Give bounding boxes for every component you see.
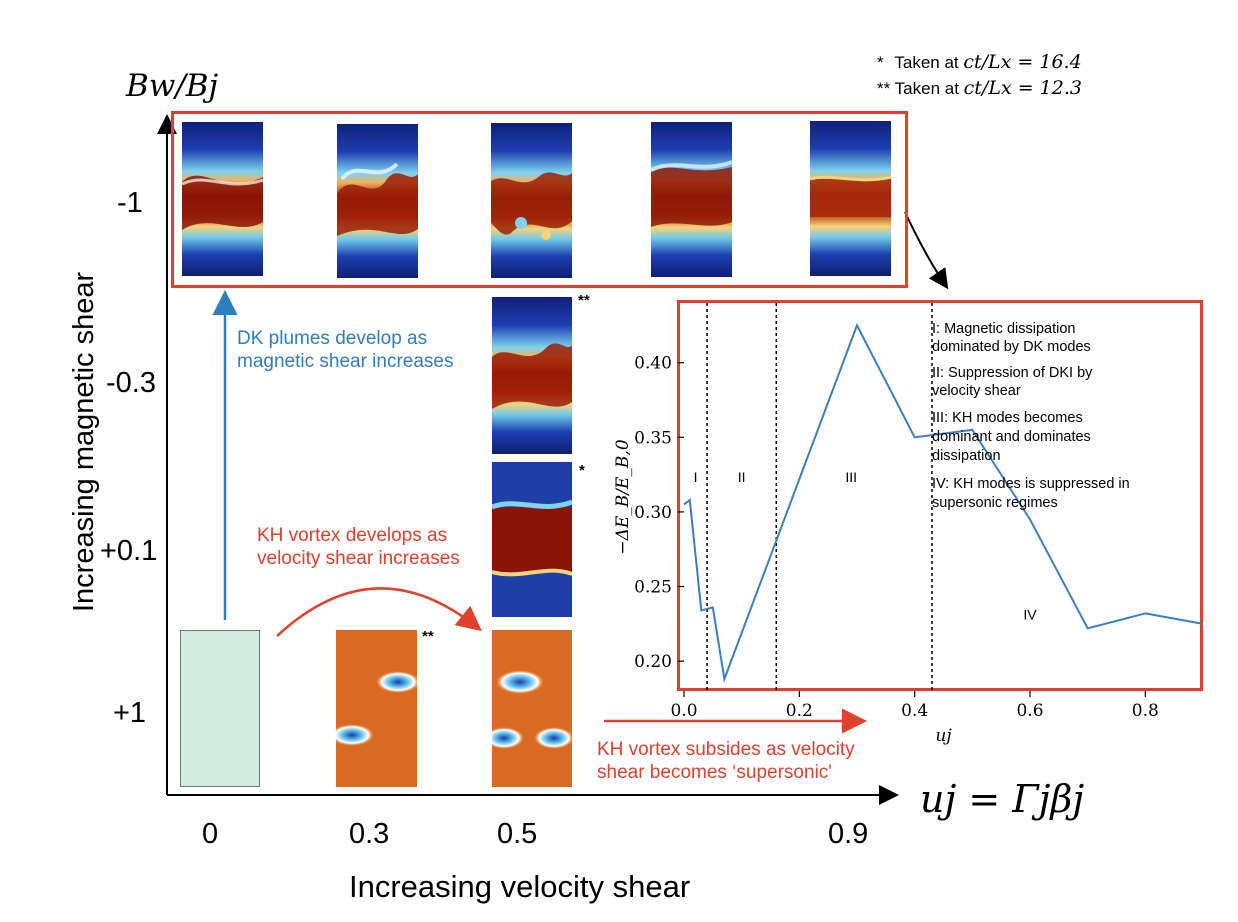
region-label: III — [845, 469, 857, 485]
x-tick-label: 0.4 — [901, 701, 928, 721]
y-tick-label: 0.20 — [634, 652, 672, 672]
region-label: I — [694, 469, 698, 485]
x-tick-label: 0.2 — [786, 701, 813, 721]
dk-plumes-line: magnetic shear increases — [237, 351, 454, 372]
note-math: ct/Lx = 12.3 — [963, 77, 1082, 99]
regime-description-line: III: KH modes becomes — [932, 410, 1083, 426]
regime-description-line: velocity shear — [932, 383, 1021, 399]
y-tick: +1 — [113, 697, 147, 729]
y-tick-label: 0.25 — [634, 578, 672, 598]
kh-subsides-line: shear becomes ‘supersonic' — [597, 762, 832, 783]
kh-subsides-line: KH vortex subsides as velocity — [597, 739, 855, 760]
kh-develops-arrow — [276, 587, 482, 637]
x-tick: 0 — [202, 818, 219, 850]
top-row-frame — [171, 111, 908, 288]
x-axis-label: uj — [935, 726, 952, 746]
note-single-star: * Taken at ct/Lx = 16.4 — [877, 50, 1082, 75]
region-label: II — [738, 469, 746, 485]
dk-plumes-note: DK plumes develop as magnetic shear incr… — [237, 327, 454, 373]
sim-panel-bottom-1 — [336, 630, 417, 787]
regime-description-line: IV: KH modes is suppressed in — [932, 476, 1130, 492]
sim-panel-mid-1 — [492, 462, 572, 617]
series-line — [683, 322, 1204, 683]
regime-description-line: dominated by DK modes — [932, 339, 1091, 355]
panel-star-double: ** — [422, 628, 434, 645]
x-tick-label: 0.6 — [1016, 701, 1043, 721]
note-star: * — [877, 53, 884, 72]
panel-star-double: ** — [578, 292, 590, 309]
note-text: Taken at — [894, 79, 959, 98]
inset-frame — [677, 300, 1203, 691]
y-tick-label: 0.40 — [634, 354, 672, 374]
y-tick: +0.1 — [100, 535, 158, 567]
y-tick: -0.3 — [106, 367, 156, 399]
kh-develops-line: KH vortex develops as — [257, 525, 448, 546]
x-tick: 0.9 — [828, 818, 869, 850]
regime-description-line: dissipation — [932, 448, 1001, 464]
sim-panel-mid-0 — [492, 297, 572, 454]
dk-plumes-line: DK plumes develop as — [237, 328, 428, 349]
x-axis-title: Increasing velocity shear — [349, 869, 691, 904]
x-tick-label: 0.0 — [670, 701, 697, 721]
y-axis-title: Increasing magnetic shear — [68, 271, 100, 612]
kh-subsides-note: KH vortex subsides as velocity shear bec… — [597, 738, 855, 784]
y-tick-label: 0.35 — [634, 428, 672, 448]
regime-description-line: dominant and dominates — [932, 429, 1091, 445]
y-axis-math-label: Bw/Bj — [126, 68, 219, 104]
x-tick: 0.3 — [349, 818, 390, 850]
sim-panel-top-1 — [337, 124, 418, 278]
kh-develops-line: velocity shear increases — [257, 548, 460, 569]
y-tick-label: 0.30 — [634, 503, 672, 523]
note-double-star: ** Taken at ct/Lx = 12.3 — [877, 76, 1082, 101]
kh-develops-note: KH vortex develops as velocity shear inc… — [257, 524, 460, 570]
x-tick: 0.5 — [497, 818, 538, 850]
inset-chart: 0.0 0.2 0.4 0.6 0.8 0.20 0.25 0.30 0.35 0.40 uj −ΔE… — [613, 303, 1204, 746]
x-tick-label: 0.8 — [1132, 701, 1159, 721]
regime-description-line: supersonic regimes — [932, 495, 1058, 511]
sim-panel-top-2 — [491, 123, 572, 278]
sim-panel-top-0 — [182, 122, 263, 276]
y-axis-label: −ΔE_B/E_B,0 — [613, 439, 633, 554]
sim-panel-bottom-0 — [180, 630, 260, 787]
region-label: IV — [1023, 606, 1037, 622]
sim-panel-top-4 — [810, 121, 891, 276]
y-tick: -1 — [117, 187, 143, 219]
sim-panel-top-3 — [651, 122, 732, 277]
regime-description-line: II: Suppression of DKI by — [932, 365, 1093, 381]
x-axis-math-label: uj = Γjβj — [920, 777, 1085, 821]
zoom-arrow — [904, 211, 949, 290]
note-star: ** — [877, 79, 891, 98]
panel-star-single: * — [579, 462, 585, 479]
note-math: ct/Lx = 16.4 — [963, 51, 1082, 73]
note-text: Taken at — [894, 53, 959, 72]
sim-panel-bottom-2 — [492, 630, 572, 787]
regime-description-line: I: Magnetic dissipation — [932, 321, 1075, 337]
